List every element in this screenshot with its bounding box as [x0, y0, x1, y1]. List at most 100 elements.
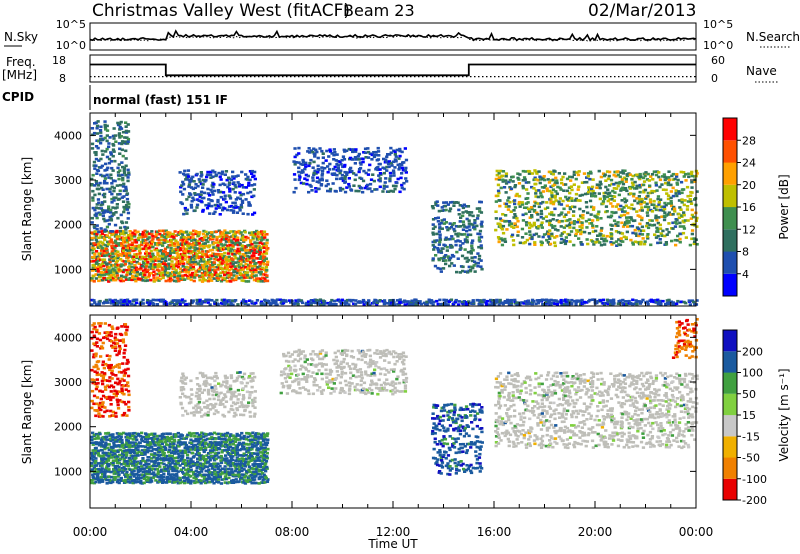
echo-cell: [224, 170, 229, 173]
echo-cell: [150, 230, 154, 233]
echo-cell: [587, 190, 591, 194]
echo-cell: [140, 482, 144, 485]
echo-cell: [300, 169, 305, 172]
echo-cell: [126, 140, 130, 143]
echo-cell: [629, 218, 634, 221]
echo-cell: [253, 248, 257, 252]
echo-cell: [429, 301, 433, 305]
echo-cell: [369, 178, 374, 181]
echo-cell: [354, 189, 358, 193]
echo-cell: [521, 213, 525, 217]
echo-cell: [191, 451, 195, 455]
echo-cell: [198, 433, 202, 437]
echo-cell: [185, 236, 189, 240]
echo-cell: [188, 231, 193, 235]
echo-cell: [123, 140, 128, 143]
echo-cell: [160, 445, 164, 449]
echo-cell: [201, 455, 206, 458]
echo-cell: [351, 148, 355, 151]
echo-cell: [124, 475, 128, 478]
echo-cell: [471, 266, 475, 270]
echo-cell: [167, 457, 171, 461]
echo-cell: [565, 224, 570, 228]
echo-cell: [195, 206, 199, 209]
echo-cell: [580, 181, 585, 184]
echo-cell: [146, 299, 150, 302]
echo-cell: [147, 468, 152, 471]
echo-cell: [172, 267, 176, 271]
echo-cell: [434, 203, 438, 207]
echo-cell: [616, 302, 620, 306]
echo-cell: [343, 150, 347, 153]
echo-cell: [236, 241, 240, 244]
echo-cell: [126, 436, 130, 439]
echo-cell: [437, 257, 441, 261]
echo-cell: [90, 221, 94, 224]
echo-cell: [449, 225, 454, 229]
echo-cell: [548, 221, 552, 225]
echo-cell: [263, 268, 267, 271]
echo-cell: [136, 470, 140, 474]
echo-cell: [591, 298, 595, 301]
echo-cell: [381, 166, 385, 170]
echo-cell: [350, 169, 354, 173]
echo-cell: [436, 220, 440, 223]
echo-cell: [640, 225, 645, 229]
echo-cell: [214, 255, 219, 259]
echo-cell: [122, 171, 127, 174]
echo-cell: [109, 479, 113, 482]
echo-cell: [144, 435, 149, 439]
echo-cell: [117, 468, 121, 471]
echo-cell: [466, 250, 471, 254]
echo-cell: [123, 136, 127, 139]
echo-cell: [581, 213, 585, 217]
echo-cell: [242, 245, 246, 248]
echo-cell: [255, 238, 259, 241]
echo-cell: [136, 444, 140, 447]
echo-cell: [364, 156, 368, 159]
echo-cell: [113, 223, 118, 227]
echo-cell: [352, 184, 356, 187]
echo-cell: [671, 178, 675, 181]
echo-cell: [361, 298, 366, 302]
echo-cell: [514, 194, 518, 198]
echo-cell: [240, 279, 244, 282]
echo-cell: [374, 150, 378, 154]
freq-tick-bottom: 8: [59, 72, 66, 85]
echo-cell: [345, 149, 349, 152]
echo-cell: [373, 188, 377, 191]
echo-cell: [204, 230, 208, 234]
echo-cell: [197, 242, 201, 245]
echo-cell: [126, 300, 130, 303]
echo-cell: [243, 276, 247, 279]
echo-cell: [635, 173, 639, 177]
echo-cell: [105, 168, 109, 172]
echo-cell: [191, 236, 195, 239]
echo-cell: [105, 129, 110, 132]
echo-cell: [263, 303, 267, 306]
echo-cell: [209, 173, 213, 177]
echo-cell: [101, 461, 105, 465]
echo-cell: [476, 261, 480, 265]
echo-cell: [467, 225, 471, 228]
power-colorbar-swatch: [723, 118, 737, 141]
echo-cell: [274, 299, 278, 302]
echo-cell: [499, 237, 503, 240]
echo-cell: [225, 258, 229, 262]
echo-cell: [124, 173, 128, 177]
echo-cell: [213, 269, 217, 272]
echo-cell: [94, 235, 98, 238]
echo-cell: [209, 257, 213, 260]
echo-cell: [216, 273, 220, 276]
echo-cell: [522, 176, 527, 179]
echo-cell: [680, 201, 684, 204]
echo-cell: [521, 186, 525, 190]
echo-cell: [558, 186, 562, 190]
echo-cell: [339, 189, 343, 192]
echo-cell: [376, 146, 380, 150]
echo-cell: [136, 454, 140, 457]
echo-cell: [257, 230, 261, 234]
echo-cell: [437, 250, 441, 254]
echo-cell: [90, 177, 94, 181]
echo-cell: [168, 252, 172, 255]
